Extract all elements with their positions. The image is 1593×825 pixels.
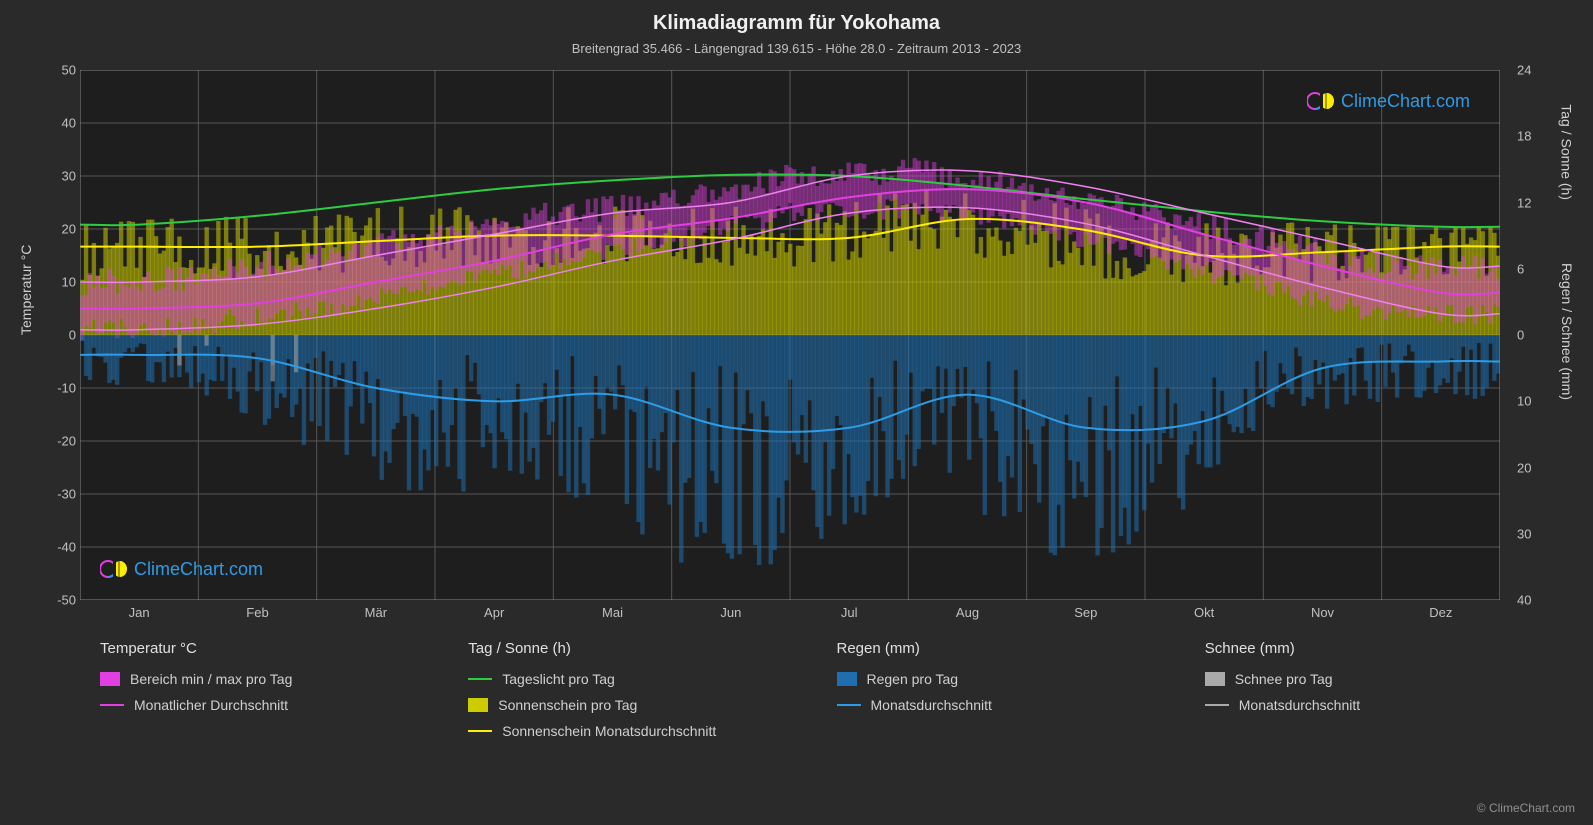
ytick-left: 50 bbox=[50, 63, 76, 78]
legend-label: Regen pro Tag bbox=[867, 671, 959, 687]
xtick-month: Okt bbox=[1194, 605, 1214, 620]
legend-swatch bbox=[468, 698, 488, 712]
watermark-top: ClimeChart.com bbox=[1307, 90, 1470, 112]
y-axis-right-bottom-label: Regen / Schnee (mm) bbox=[1559, 263, 1575, 400]
chart-svg bbox=[80, 70, 1500, 600]
legend-label: Bereich min / max pro Tag bbox=[130, 671, 292, 687]
ytick-right-hours: 18 bbox=[1517, 129, 1543, 144]
ytick-right-hours: 6 bbox=[1517, 261, 1543, 276]
ytick-right-mm: 10 bbox=[1517, 394, 1543, 409]
legend-swatch bbox=[837, 704, 861, 706]
legend-item: Monatsdurchschnitt bbox=[1205, 697, 1533, 713]
legend-header: Tag / Sonne (h) bbox=[468, 640, 796, 657]
legend: Temperatur °C Bereich min / max pro Tag Mo… bbox=[100, 640, 1533, 749]
logo-icon bbox=[1307, 90, 1335, 112]
legend-swatch bbox=[100, 704, 124, 706]
legend-label: Monatsdurchschnitt bbox=[1239, 697, 1360, 713]
ytick-left: 20 bbox=[50, 222, 76, 237]
legend-label: Schnee pro Tag bbox=[1235, 671, 1333, 687]
chart-title: Klimadiagramm für Yokohama bbox=[0, 0, 1593, 35]
watermark-bottom: ClimeChart.com bbox=[100, 558, 263, 580]
logo-icon bbox=[100, 558, 128, 580]
legend-label: Monatlicher Durchschnitt bbox=[134, 697, 288, 713]
ytick-left: 30 bbox=[50, 169, 76, 184]
xtick-month: Nov bbox=[1311, 605, 1334, 620]
ytick-left: -30 bbox=[50, 487, 76, 502]
legend-swatch bbox=[1205, 672, 1225, 686]
legend-item: Regen pro Tag bbox=[837, 671, 1165, 687]
xtick-month: Aug bbox=[956, 605, 979, 620]
ytick-right-mm: 20 bbox=[1517, 460, 1543, 475]
legend-swatch bbox=[837, 672, 857, 686]
ytick-left: 0 bbox=[50, 328, 76, 343]
legend-item: Sonnenschein Monatsdurchschnitt bbox=[468, 723, 796, 739]
legend-item: Tageslicht pro Tag bbox=[468, 671, 796, 687]
legend-header: Regen (mm) bbox=[837, 640, 1165, 657]
legend-item: Bereich min / max pro Tag bbox=[100, 671, 428, 687]
ytick-left: -20 bbox=[50, 434, 76, 449]
legend-header: Temperatur °C bbox=[100, 640, 428, 657]
legend-swatch bbox=[468, 730, 492, 732]
legend-label: Monatsdurchschnitt bbox=[871, 697, 992, 713]
ytick-right-mm: 40 bbox=[1517, 593, 1543, 608]
chart-area: ClimeChart.com ClimeChart.com bbox=[80, 70, 1500, 600]
legend-label: Sonnenschein pro Tag bbox=[498, 697, 637, 713]
xtick-month: Mai bbox=[602, 605, 623, 620]
legend-header: Schnee (mm) bbox=[1205, 640, 1533, 657]
xtick-month: Jun bbox=[720, 605, 741, 620]
legend-column: Schnee (mm) Schnee pro Tag Monatsdurchschn… bbox=[1205, 640, 1533, 749]
y-axis-left-label: Temperatur °C bbox=[18, 245, 34, 335]
legend-item: Monatsdurchschnitt bbox=[837, 697, 1165, 713]
legend-swatch bbox=[1205, 704, 1229, 706]
ytick-right-hours: 12 bbox=[1517, 195, 1543, 210]
legend-column: Temperatur °C Bereich min / max pro Tag Mo… bbox=[100, 640, 428, 749]
xtick-month: Apr bbox=[484, 605, 504, 620]
xtick-month: Jul bbox=[841, 605, 858, 620]
legend-label: Tageslicht pro Tag bbox=[502, 671, 615, 687]
xtick-month: Feb bbox=[246, 605, 268, 620]
copyright: © ClimeChart.com bbox=[1477, 801, 1575, 815]
ytick-right-mm: 30 bbox=[1517, 526, 1543, 541]
xtick-month: Mär bbox=[365, 605, 387, 620]
xtick-month: Sep bbox=[1074, 605, 1097, 620]
legend-item: Sonnenschein pro Tag bbox=[468, 697, 796, 713]
legend-column: Tag / Sonne (h) Tageslicht pro Tag Sonnens… bbox=[468, 640, 796, 749]
ytick-right-hours: 24 bbox=[1517, 63, 1543, 78]
ytick-left: 10 bbox=[50, 275, 76, 290]
legend-label: Sonnenschein Monatsdurchschnitt bbox=[502, 723, 716, 739]
ytick-left: -40 bbox=[50, 540, 76, 555]
ytick-right-hours: 0 bbox=[1517, 328, 1543, 343]
ytick-left: -10 bbox=[50, 381, 76, 396]
chart-subtitle: Breitengrad 35.466 - Längengrad 139.615 … bbox=[0, 35, 1593, 56]
xtick-month: Dez bbox=[1429, 605, 1452, 620]
legend-item: Monatlicher Durchschnitt bbox=[100, 697, 428, 713]
ytick-left: 40 bbox=[50, 116, 76, 131]
legend-column: Regen (mm) Regen pro Tag Monatsdurchschnit… bbox=[837, 640, 1165, 749]
legend-item: Schnee pro Tag bbox=[1205, 671, 1533, 687]
ytick-left: -50 bbox=[50, 593, 76, 608]
xtick-month: Jan bbox=[129, 605, 150, 620]
legend-swatch bbox=[468, 678, 492, 680]
legend-swatch bbox=[100, 672, 120, 686]
y-axis-right-top-label: Tag / Sonne (h) bbox=[1559, 104, 1575, 200]
